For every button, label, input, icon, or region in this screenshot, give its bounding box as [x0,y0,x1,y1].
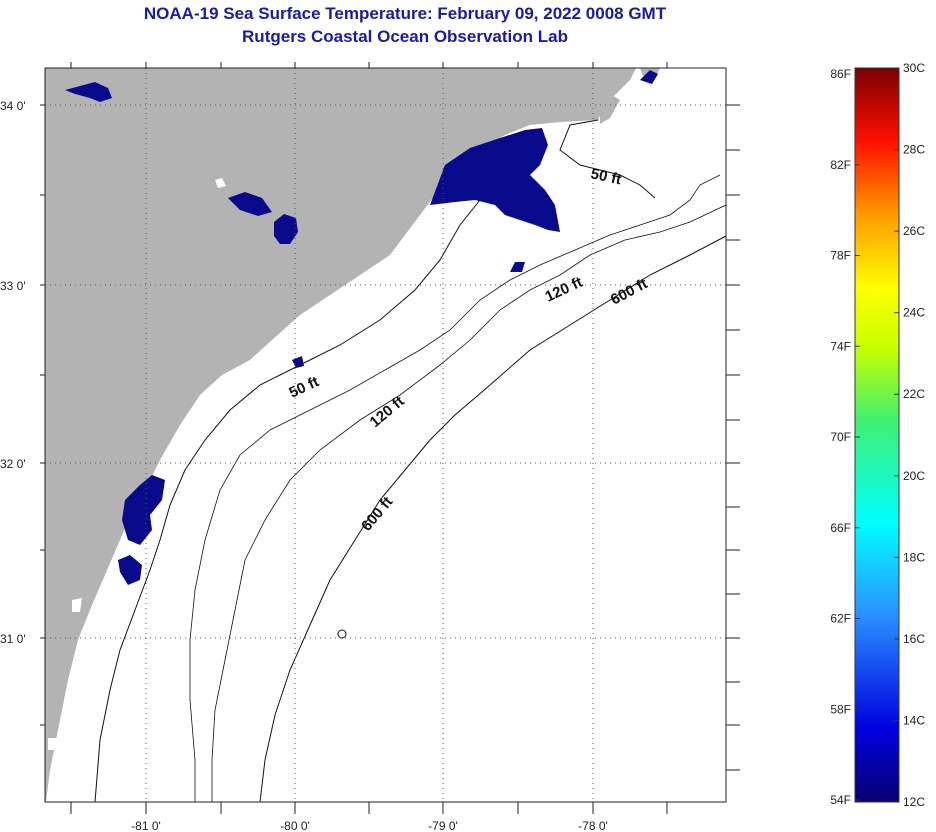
colorbar-f-label: 54F [830,793,851,807]
colorbar-f-label: 62F [830,612,851,626]
lat-label: 31 0' [0,632,26,646]
isobath-50ft [189,174,721,802]
map-frame [44,67,727,803]
colorbar-c-label: 24C [903,306,925,320]
colorbar [854,67,900,803]
colorbar-c-label: 26C [903,224,925,238]
sst-patch-winyah [430,128,560,232]
colorbar-c-label: 12C [903,795,925,809]
lon-label: -81 0' [131,819,161,832]
colorbar-c-label: 14C [903,713,925,727]
map-subtitle: Rutgers Coastal Ocean Observation Lab [242,27,568,46]
map-title: NOAA-19 Sea Surface Temperature: Februar… [143,4,667,23]
isobath-120ft [211,204,726,802]
lon-label: -80 0' [280,819,310,832]
colorbar-f-label: 86F [830,67,851,81]
colorbar-c-label: 16C [903,632,925,646]
colorbar-f-label: 66F [830,521,851,535]
sst-patch-savannah [122,475,165,545]
contour-label-50ft: 50 ft [589,165,623,188]
lat-label: 34 0' [0,99,26,113]
colorbar-f-label: 74F [830,339,851,353]
colorbar-c-label: 30C [903,61,925,75]
lat-label: 33 0' [0,279,26,293]
colorbar-f-label: 78F [830,249,851,263]
land-area [45,68,636,802]
lon-label: -79 0' [428,819,458,832]
colorbar-c-label: 22C [903,387,925,401]
colorbar-f-label: 70F [830,430,851,444]
colorbar-c-label: 28C [903,143,925,157]
lon-label: -78 0' [578,819,608,832]
sst-patch-inland [274,214,298,244]
graticule [45,68,726,802]
colorbar-c-label: 18C [903,550,925,564]
colorbar-f-label: 58F [830,702,851,716]
colorbar-c-label: 20C [903,469,925,483]
colorbar-f-label: 82F [830,158,851,172]
lat-label: 32 0' [0,457,26,471]
isobath-600ft [259,235,726,802]
